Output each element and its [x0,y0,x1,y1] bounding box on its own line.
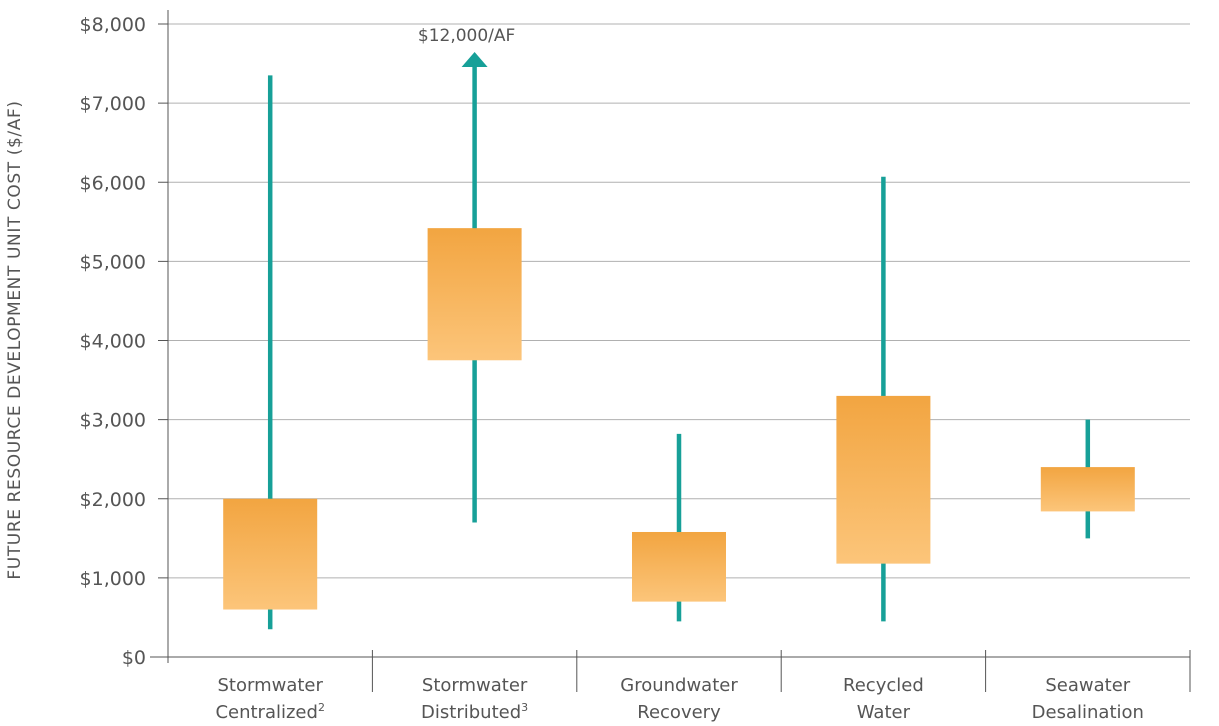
category-label-text: Distributed [421,702,521,723]
y-tick-label: $5,000 [80,251,146,273]
off-scale-arrow [461,52,488,67]
box-range [427,228,522,361]
box-range [836,395,931,564]
y-tick-label: $8,000 [80,14,146,36]
category-label-text: Recovery [637,702,721,723]
y-axis-title: FUTURE RESOURCE DEVELOPMENT UNIT COST ($… [5,100,25,579]
y-tick-label: $2,000 [80,489,146,511]
box-range [632,531,726,602]
x-category-label-line1: Recycled [843,675,924,696]
x-category-label-line1: Seawater [1045,675,1130,696]
x-category-label-line1: Stormwater [217,675,323,696]
box-range [1040,467,1135,512]
y-tick-label: $3,000 [80,410,146,432]
category-label-text: Desalination [1032,702,1144,723]
x-category-label-line2: Water [857,702,911,723]
y-tick-label: $0 [122,647,146,669]
off-scale-value-label: $12,000/AF [418,26,515,46]
x-axis: Stormwater Centralized2 Stormwater Distribu… [150,650,1191,723]
y-axis: $0 $1,000 $2,000 $3,000 $4,000 $5,000 $6,000 $7… [80,10,169,669]
category-label-text: Water [857,702,911,723]
x-category-label-line1: Groundwater [620,675,738,696]
x-category-label-line2: Recovery [637,702,721,723]
footnote-superscript: 3 [521,701,528,714]
y-tick-label: $4,000 [80,331,146,353]
grid-lines [168,23,1190,579]
category-label-text: Centralized [215,702,318,723]
x-category-label-line2: Centralized2 [215,701,325,723]
x-category-label-line2: Distributed3 [421,701,528,723]
y-tick-label: $7,000 [80,93,146,115]
box-range [223,498,318,610]
footnote-superscript: 2 [318,701,325,714]
x-category-label-line2: Desalination [1032,702,1144,723]
y-tick-label: $1,000 [80,568,146,590]
boxes [223,228,1135,610]
x-category-label-line1: Stormwater [422,675,528,696]
y-tick-label: $6,000 [80,172,146,194]
